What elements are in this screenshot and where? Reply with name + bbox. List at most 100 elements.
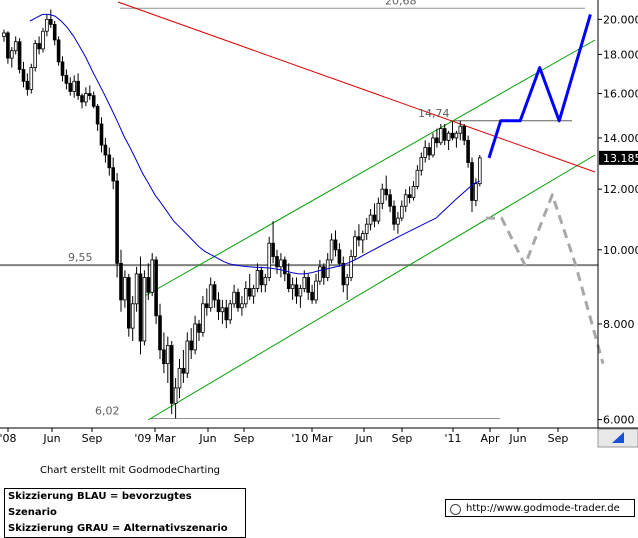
price-candle [103,137,108,163]
price-candle [286,263,291,293]
candle-body [442,128,447,141]
price-candle [329,233,334,264]
candle-body [111,167,116,182]
price-candle [466,135,470,168]
price-candle [216,292,221,320]
level-9-55-label: 9,55 [68,251,93,264]
price-candle [60,56,65,82]
price-candle [76,73,80,100]
price-candle [17,38,22,74]
price-candle [442,123,447,146]
price-candle [162,332,166,374]
candle-body [177,367,182,389]
price-candle [427,142,431,161]
price-candle [399,200,404,222]
source-link[interactable]: http://www.godmode-trader.de [445,499,635,517]
candle-body [216,299,221,313]
price-candle [130,296,135,342]
candle-body [17,41,22,70]
candle-body [298,288,303,297]
price-candle [407,186,412,204]
candle-body [423,147,427,158]
price-candle [9,47,14,68]
globe-icon [450,504,461,515]
price-candle [185,332,190,378]
price-candle [80,93,84,109]
price-candle [458,120,463,141]
candle-body [446,132,451,141]
price-candle [29,63,34,94]
candle-body [243,288,248,305]
y-tick-label: 18.000 [603,48,638,61]
price-candle [263,273,268,293]
price-candle [384,175,388,201]
candle-body [450,132,455,139]
source-url: http://www.godmode-trader.de [466,503,620,514]
candle-body [37,43,41,50]
price-candle [224,299,229,329]
candle-body [477,157,482,185]
price-candle [41,27,45,53]
moving-average-line [29,13,480,275]
candle-body [154,259,158,317]
candle-body [64,74,69,84]
price-candle [255,263,260,293]
price-candle [208,277,213,312]
candle-body [76,80,80,97]
legend-gray-scenario: Skizzierung GRAU = Alternativszenario [8,523,228,534]
chart-credit: Chart erstellt mit GodmodeCharting [40,465,220,476]
candle-body [396,217,400,225]
zoom-icon[interactable] [612,432,624,443]
price-candle [181,349,186,383]
candle-body [392,205,396,225]
candle-body [185,340,190,374]
price-candle [298,284,303,308]
candle-body [427,147,431,156]
price-candle [271,221,275,264]
candle-body [259,269,264,286]
price-candle [146,263,151,300]
y-tick-label: 16.000 [603,88,638,101]
price-candle [111,157,116,190]
price-candle [411,180,416,201]
candle-body [95,105,100,125]
blue-scenario-path [487,13,592,159]
candle-body [349,256,353,278]
last-price-label: 13.185 [603,152,638,165]
candle-body [263,277,268,286]
price-candle [142,270,147,346]
price-candle [201,296,205,337]
candle-body [99,123,104,146]
price-candle [279,253,283,278]
candle-body [431,137,435,156]
candle-body [357,236,361,241]
candle-body [286,273,291,289]
price-candle [267,236,271,282]
candle-body [72,80,77,92]
price-candle [462,123,466,146]
candle-body [204,303,209,309]
candle-body [341,262,346,286]
candle-body [13,41,18,52]
candle-body [364,223,369,234]
candle-body [271,242,275,257]
candle-body [158,315,162,351]
price-candle [72,75,77,98]
candle-body [282,259,287,275]
scenario-legend: Skizzierung BLAU = bevorzugtes Szenario … [4,488,246,538]
candle-body [193,323,197,351]
candle-body [360,233,365,241]
price-candle [376,197,381,225]
candle-body [470,162,474,201]
price-candle [95,104,100,131]
price-candle [396,212,400,234]
price-candle [193,315,197,355]
price-candle [360,230,365,254]
price-candle [259,266,264,293]
price-candle [158,303,162,359]
x-tick-label: '11 [444,432,461,445]
price-candle [154,256,158,324]
price-candle [150,253,155,297]
candle-body [173,387,178,404]
x-tick-label: Jun [198,432,216,445]
